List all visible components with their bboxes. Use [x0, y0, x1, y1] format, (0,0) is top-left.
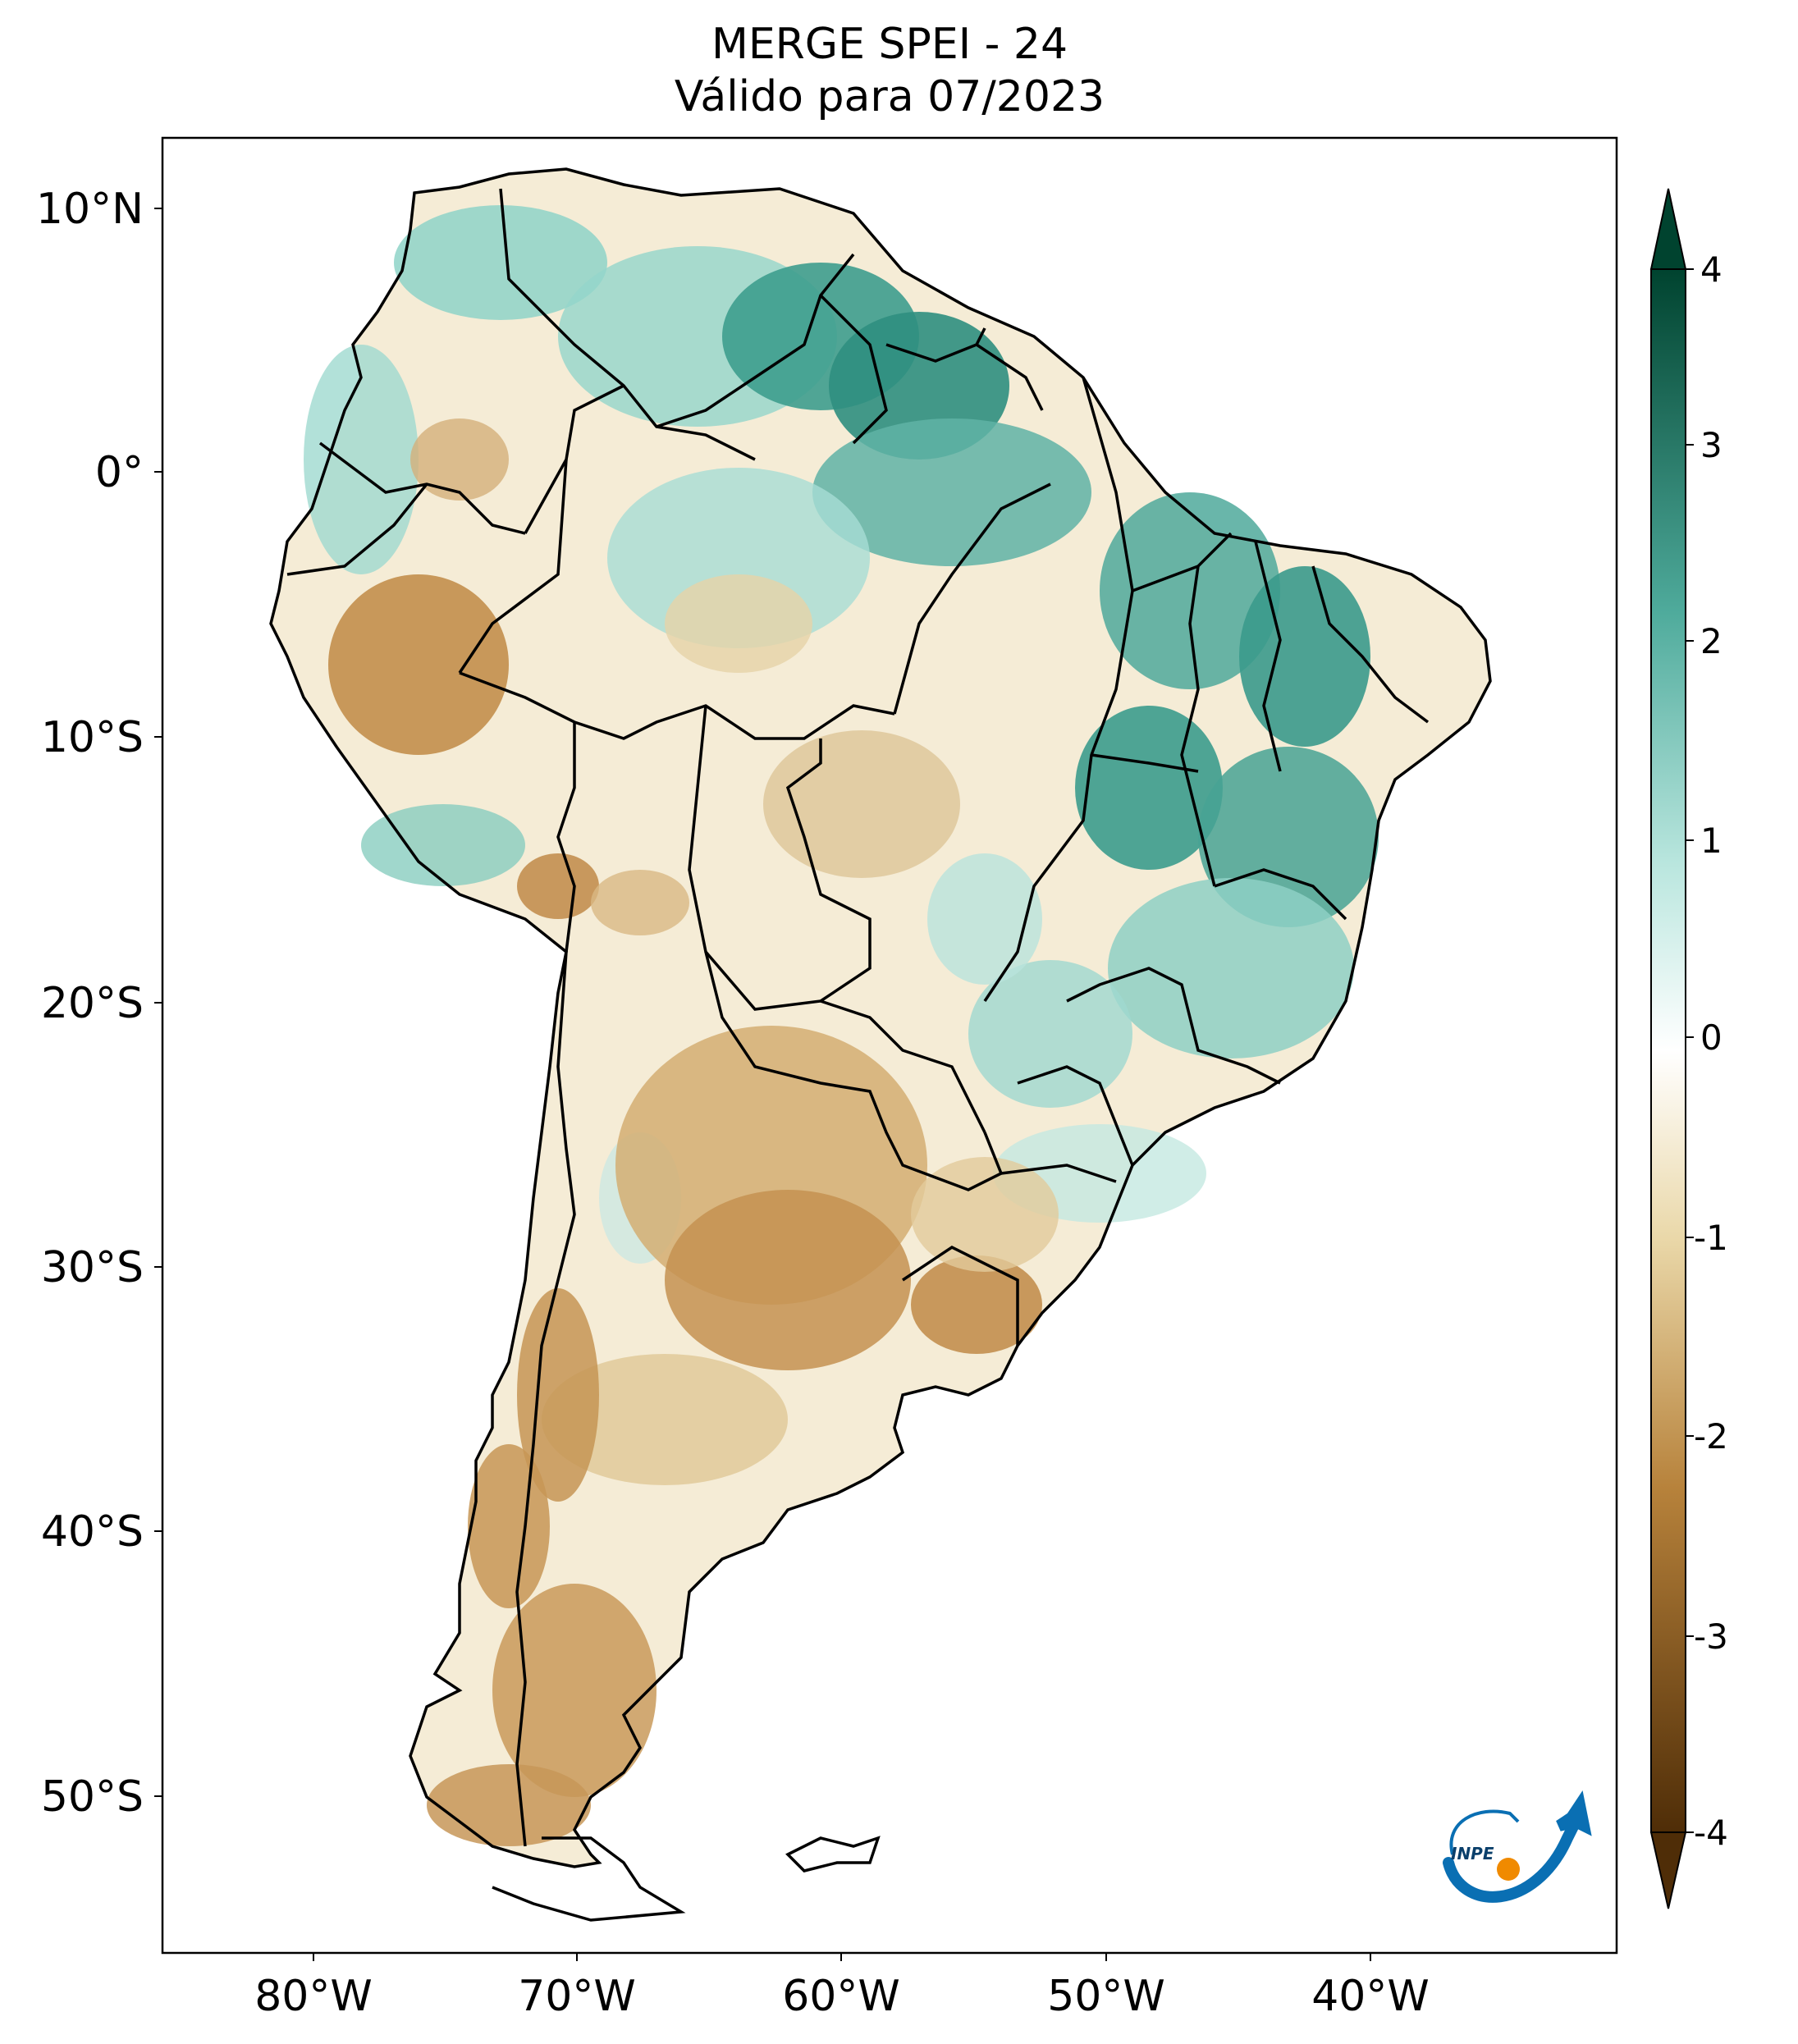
logo-text: INPE [1451, 1844, 1494, 1863]
colorbar-tick-neg4: -4 [1694, 1813, 1728, 1853]
lon-tick-60w: 60°W [782, 1972, 900, 2021]
lon-tick-40w: 40°W [1311, 1972, 1430, 2021]
lon-tick-50w: 50°W [1047, 1972, 1165, 2021]
colorbar-tick-neg3: -3 [1694, 1616, 1728, 1657]
colorbar-tick-4: 4 [1700, 249, 1723, 290]
colorbar-min-extend [1649, 1831, 1687, 1909]
lat-tick-0: 0° [95, 448, 144, 497]
map-frame [161, 136, 1618, 1955]
map-subtitle: Válido para 07/2023 [674, 72, 1105, 121]
colorbar-tick-neg1: -1 [1694, 1218, 1728, 1258]
latitude-axis: 10°N 0° 10°S 20°S 30°S 40°S 50°S [36, 185, 162, 1822]
lon-tick-70w: 70°W [518, 1972, 636, 2021]
logo-dot-icon [1497, 1858, 1520, 1881]
colorbar-max-extend [1649, 188, 1687, 270]
colorbar-tick-1: 1 [1700, 821, 1723, 861]
dry-anomaly-regions [328, 418, 1059, 1846]
lat-tick-40s: 40°S [41, 1507, 144, 1557]
inpe-logo: INPE [1443, 1790, 1592, 1903]
lat-tick-20s: 20°S [41, 979, 144, 1028]
lat-tick-30s: 30°S [41, 1243, 144, 1292]
colorbar-tick-3: 3 [1700, 425, 1723, 465]
country-borders [269, 167, 1492, 1922]
longitude-axis: 80°W 70°W 60°W 50°W 40°W [254, 1953, 1430, 2021]
lat-tick-50s: 50°S [41, 1772, 144, 1822]
map-field [269, 167, 1492, 1922]
colorbar: 4 3 2 1 0 -1 -2 -3 -4 [1649, 188, 1728, 1909]
map-title: MERGE SPEI - 24 [711, 20, 1068, 69]
lat-tick-10n: 10°N [36, 185, 144, 234]
colorbar-tick-2: 2 [1700, 621, 1723, 661]
colorbar-tick-neg2: -2 [1694, 1416, 1728, 1456]
lon-tick-80w: 80°W [254, 1972, 373, 2021]
colorbar-tick-0: 0 [1700, 1017, 1723, 1058]
lat-tick-10s: 10°S [41, 713, 144, 762]
colorbar-gradient [1650, 268, 1686, 1833]
